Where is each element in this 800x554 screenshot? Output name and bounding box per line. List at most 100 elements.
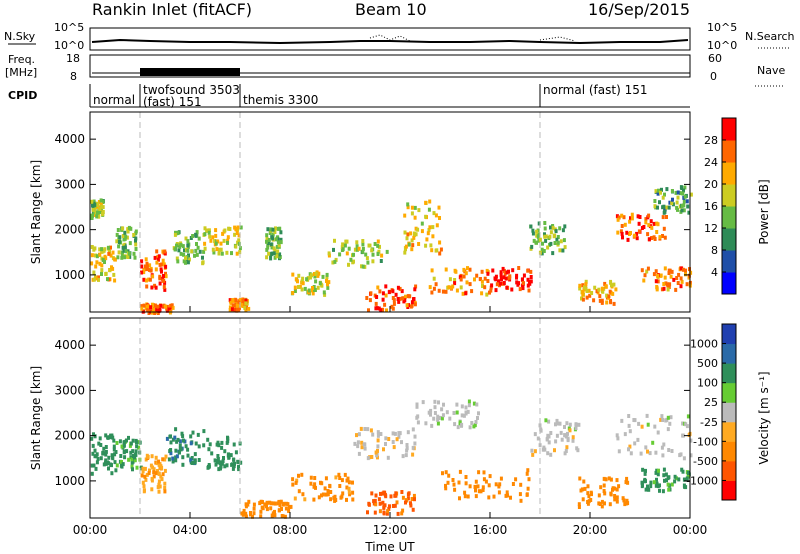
- power-cell: [134, 247, 138, 251]
- power-cell: [464, 291, 468, 296]
- power-cell: [244, 298, 248, 303]
- power-cell: [233, 225, 237, 230]
- velocity-cell: [317, 495, 321, 500]
- velocity-cell: [514, 477, 518, 482]
- velocity-cell: [90, 471, 94, 476]
- velocity-cell: [658, 483, 661, 488]
- velocity-cell: [242, 508, 246, 513]
- power-cell: [95, 203, 99, 207]
- velocity-cell: [217, 443, 221, 448]
- power-cell: [374, 301, 378, 306]
- velocity-cell: [429, 412, 432, 417]
- velocity-cell: [178, 450, 181, 455]
- velocity-cell: [413, 434, 417, 439]
- velocity-cell: [658, 488, 661, 493]
- velocity-cell: [400, 511, 404, 516]
- power-cell: [217, 247, 221, 252]
- velocity-cell: [174, 448, 178, 453]
- power-cell: [99, 198, 103, 203]
- power-cell: [98, 247, 102, 252]
- velocity-cell: [472, 401, 476, 406]
- velocity-cell: [334, 475, 338, 480]
- velocity-cell: [334, 498, 338, 502]
- colorbar-tick-label: 8: [711, 244, 718, 257]
- power-cell: [489, 285, 493, 290]
- velocity-cell: [482, 470, 486, 475]
- colorbar-swatch: [722, 162, 736, 185]
- power-cell: [405, 303, 409, 308]
- power-cell: [626, 237, 630, 242]
- power-cell: [100, 249, 104, 254]
- power-cell: [685, 199, 689, 204]
- power-cell: [518, 287, 522, 292]
- power-cell: [310, 288, 314, 293]
- velocity-cell: [197, 444, 201, 449]
- power-cell: [384, 284, 388, 289]
- date-title: 16/Sep/2015: [588, 0, 690, 19]
- velocity-cell: [492, 494, 496, 499]
- power-cell: [629, 231, 632, 235]
- power-cell: [93, 202, 97, 207]
- velocity-cell: [366, 456, 370, 461]
- power-cell: [325, 275, 329, 280]
- velocity-cell: [602, 476, 606, 481]
- velocity-cell: [154, 455, 158, 460]
- power-cell: [528, 281, 532, 286]
- velocity-cell: [409, 503, 413, 508]
- power-cell: [178, 244, 182, 249]
- velocity-cell: [625, 498, 629, 503]
- power-cell: [273, 230, 277, 234]
- velocity-cell: [119, 463, 123, 468]
- velocity-cell: [141, 480, 145, 485]
- velocity-cell: [673, 474, 677, 479]
- velocity-cell: [455, 402, 459, 407]
- power-cell: [193, 253, 196, 258]
- power-cell: [684, 272, 687, 277]
- velocity-cell: [377, 497, 381, 502]
- power-cell: [434, 213, 438, 218]
- velocity-cell: [453, 487, 457, 492]
- velocity-cell: [568, 422, 572, 427]
- power-cell: [553, 241, 557, 245]
- velocity-cell: [207, 447, 211, 452]
- power-cell: [549, 230, 553, 235]
- velocity-cell: [633, 441, 637, 446]
- velocity-cell: [415, 404, 419, 409]
- power-cell: [239, 225, 243, 230]
- power-cell: [97, 275, 100, 280]
- power-cell: [151, 274, 155, 279]
- power-cell: [157, 309, 161, 313]
- power-cell: [164, 264, 168, 269]
- velocity-cell: [685, 476, 689, 481]
- power-cell: [140, 304, 144, 309]
- power-cell: [667, 285, 671, 289]
- beam-title: Beam 10: [355, 0, 427, 19]
- velocity-cell: [97, 441, 101, 446]
- velocity-cell: [652, 480, 656, 485]
- velocity-cell: [312, 497, 316, 502]
- colorbar-tick-label: -25: [700, 416, 718, 429]
- velocity-cell: [505, 490, 509, 495]
- velocity-cell: [436, 421, 440, 426]
- velocity-cell: [391, 431, 395, 436]
- velocity-cells: [90, 399, 693, 519]
- velocity-cell: [405, 446, 409, 451]
- velocity-cell: [161, 472, 165, 477]
- velocity-cell: [189, 434, 193, 439]
- power-cell: [680, 208, 684, 213]
- velocity-cell: [129, 450, 133, 455]
- nsky-series: [91, 38, 689, 45]
- velocity-cell: [353, 441, 357, 446]
- power-cell: [630, 212, 634, 217]
- velocity-cell: [482, 477, 486, 482]
- velocity-cell: [401, 454, 405, 459]
- power-cell: [517, 266, 521, 270]
- velocity-cell: [366, 510, 369, 515]
- power-cell: [616, 230, 620, 235]
- power-cell: [153, 255, 157, 260]
- velocity-cell: [617, 484, 621, 489]
- velocity-cell: [394, 491, 398, 496]
- velocity-cell: [312, 484, 316, 489]
- colorbar-swatch: [722, 460, 736, 481]
